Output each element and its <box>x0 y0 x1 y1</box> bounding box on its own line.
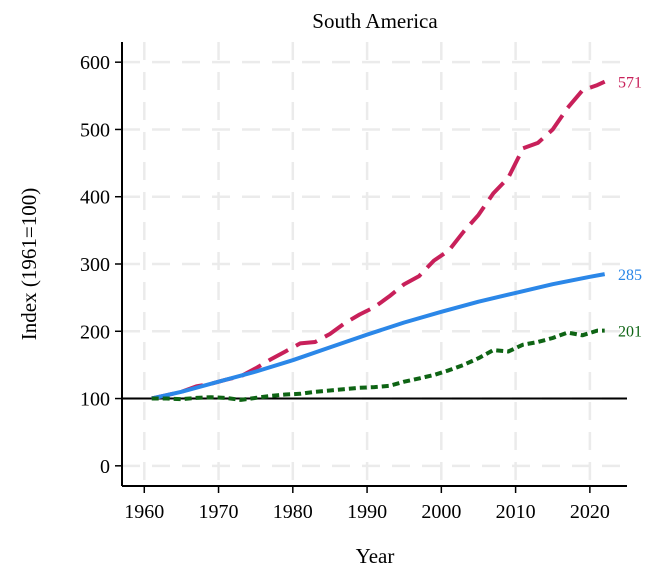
y-tick-label: 400 <box>80 187 110 209</box>
series-blue-solid-end-label: 285 <box>618 267 642 284</box>
y-tick-label: 0 <box>100 456 110 478</box>
series-group <box>151 79 606 402</box>
x-tick-label: 1970 <box>199 501 239 523</box>
x-tick-label: 2000 <box>421 501 461 523</box>
y-tick-label: 200 <box>80 321 110 343</box>
series-blue-solid <box>151 272 606 401</box>
x-tick-label: 2020 <box>570 501 610 523</box>
series-green-dotted-end-label: 201 <box>618 324 642 341</box>
y-tick-label: 300 <box>80 254 110 276</box>
chart-title: South America <box>312 9 438 33</box>
x-tick-label: 1960 <box>124 501 164 523</box>
ticks: 0 100 200 300 400 500 600 1960 1970 1980 1990 2000 2… <box>80 52 610 523</box>
x-tick-label: 1990 <box>347 501 387 523</box>
grid <box>122 42 627 486</box>
y-tick-label: 500 <box>80 119 110 141</box>
series-crimson-dashed-end-label: 571 <box>618 75 642 92</box>
x-tick-label: 1980 <box>273 501 313 523</box>
y-axis-title: Index (1961=100) <box>17 188 41 340</box>
series-green-dotted <box>151 328 605 402</box>
end-labels: 571 285 201 <box>618 75 642 341</box>
x-axis-title: Year <box>356 544 395 568</box>
y-tick-label: 100 <box>80 389 110 411</box>
x-tick-label: 2010 <box>496 501 536 523</box>
y-tick-label: 600 <box>80 52 110 74</box>
